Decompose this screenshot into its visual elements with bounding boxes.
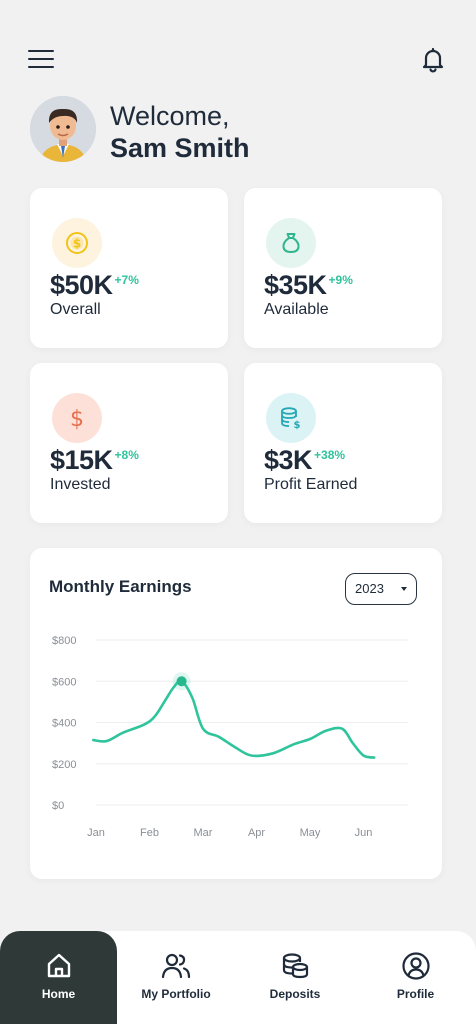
stat-change: +9% [328,273,353,287]
welcome-text: Welcome, Sam Smith [110,100,250,164]
svg-text:$: $ [70,407,84,430]
stat-card-overall[interactable]: $ $50K +7% Overall [30,188,228,348]
stat-card-invested[interactable]: $ $15K +8% Invested [30,363,228,523]
user-name: Sam Smith [110,133,250,163]
top-bar [28,44,446,76]
earnings-line-chart: $800 $600 $400 $200 $0 Jan Feb Mar Apr May Jun [52,635,408,839]
stat-label: Invested [50,476,111,493]
nav-item-profile[interactable]: Profile [355,931,476,1024]
bell-icon[interactable] [420,46,446,74]
y-tick-label: $200 [52,759,76,771]
users-icon [161,951,191,981]
x-tick-label: Feb [140,827,159,839]
x-tick-label: Jan [87,827,105,839]
svg-text:$: $ [73,237,81,251]
dollar-coin-icon: $ [52,218,102,268]
stat-label: Available [264,301,329,318]
stat-label: Profit Earned [264,476,358,493]
stat-change: +38% [314,448,346,462]
nav-item-home[interactable]: Home [0,931,117,1024]
coins-icon [280,951,310,981]
stat-value: $35K [264,270,327,300]
stat-card-available[interactable]: $35K +9% Available [244,188,442,348]
x-tick-label: May [300,827,321,839]
stat-label: Overall [50,301,101,318]
hamburger-menu-icon[interactable] [28,50,54,70]
money-bag-icon [266,218,316,268]
y-tick-label: $600 [52,676,76,688]
y-tick-label: $400 [52,718,76,730]
nav-label: My Portfolio [141,987,211,1001]
nav-label: Home [41,987,76,1001]
bottom-nav: Home My Portfolio Deposits [0,931,476,1024]
svg-text:$: $ [294,420,301,430]
nav-label: Deposits [269,987,321,1001]
series-line [92,679,376,759]
stat-change: +7% [114,273,139,287]
x-tick-label: Jun [355,827,373,839]
nav-item-my-portfolio[interactable]: My Portfolio [117,931,235,1024]
chart-title: Monthly Earnings [49,577,192,596]
greeting-text: Welcome, [110,101,230,131]
y-tick-label: $800 [52,635,76,647]
coins-database-icon: $ [266,393,316,443]
dollar-sign-icon: $ [52,393,102,443]
monthly-earnings-card: $800 $600 $400 $200 $0 Jan Feb Mar Apr May Jun Mon… [30,548,442,879]
nav-item-deposits[interactable]: Deposits [235,931,355,1024]
nav-label: Profile [396,987,435,1001]
year-value: 2023 [355,581,384,596]
stat-card-profit-earned[interactable]: $ $3K +38% Profit Earned [244,363,442,523]
profile-icon [401,951,431,981]
y-tick-label: $0 [52,800,64,812]
stat-value: $3K [264,445,313,475]
x-tick-label: Mar [194,827,213,839]
stat-value: $50K [50,270,113,300]
chevron-down-icon [401,587,407,591]
highlight-point [176,676,187,687]
home-icon [44,951,74,981]
stat-change: +8% [114,448,139,462]
x-tick-label: Apr [248,827,265,839]
stat-value: $15K [50,445,113,475]
avatar[interactable] [30,96,96,162]
year-select[interactable]: 2023 [345,573,417,605]
